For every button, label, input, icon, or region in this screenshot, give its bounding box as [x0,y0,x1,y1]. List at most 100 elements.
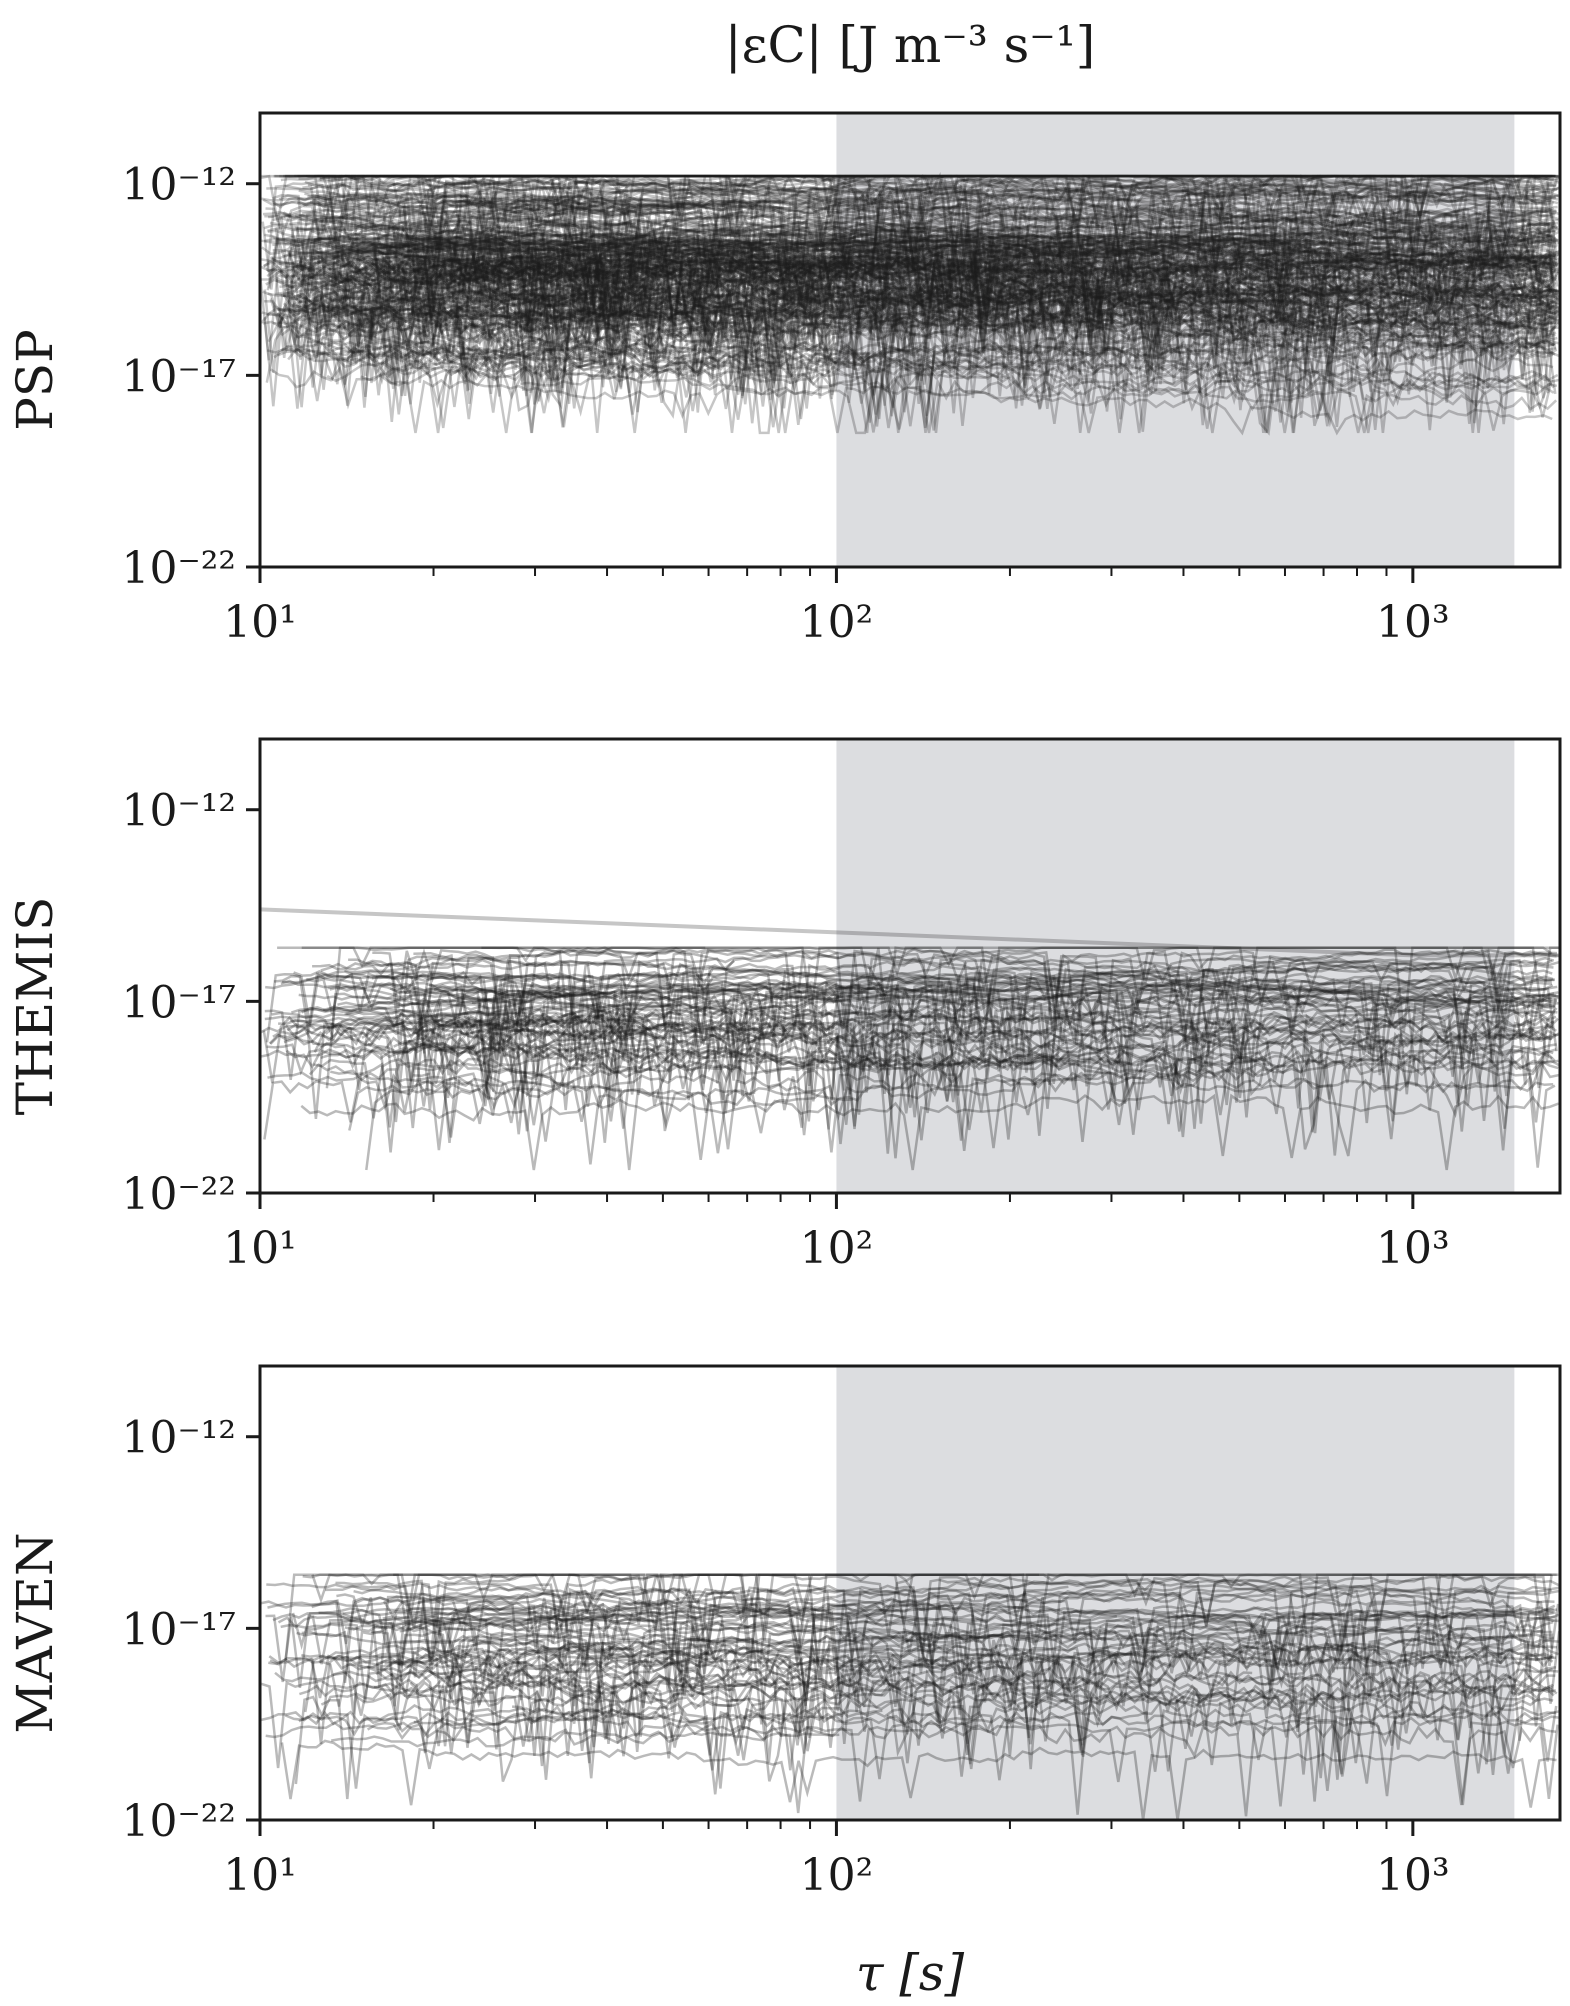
series-line [314,314,1555,417]
series-line [312,194,1554,300]
series-line [264,1015,1557,1132]
series-line [310,293,1553,392]
series-line [422,224,1552,328]
series-line [291,996,1558,1085]
series-line [428,1007,1558,1109]
series-line [333,236,1557,295]
series-line [314,174,1357,225]
series-line [306,327,1556,427]
series-line [301,1642,1267,1753]
series-line [348,954,1555,1050]
y-tick-label: 10⁻¹² [122,160,237,211]
series-line [285,1023,1552,1132]
series-line [531,208,1557,331]
series-line [261,199,1555,296]
series-line [487,1669,1556,1765]
series-line [364,204,1555,300]
series-line [293,970,553,1024]
series-line [512,1705,883,1746]
series-line [282,273,1379,370]
series-line [413,305,1560,418]
series-line [444,174,1558,292]
series-line [324,1006,1231,1091]
series-line [343,222,1558,328]
series-line [310,222,1353,301]
series-line [413,946,1559,1033]
series-line [261,264,1055,358]
series-line [263,300,1557,414]
series-line [307,174,1557,274]
series-line [306,231,1289,286]
series-line [265,273,1559,353]
shaded-region [836,1366,1515,1820]
series-line [331,253,1556,346]
series-line [378,304,1560,364]
series-line [358,248,1557,354]
series-line [305,174,1555,239]
series-line [263,214,738,257]
series-line [384,330,1557,398]
series-line [260,194,683,245]
series-line [334,205,1558,305]
series-line [294,1672,1554,1785]
series-line [287,277,1385,386]
series-line [294,292,1553,395]
series-line [325,1573,1557,1663]
series-line [263,237,1557,352]
series-line [260,174,1553,262]
series-line [263,1044,1557,1143]
series-line [266,251,1560,370]
series-line [282,211,1128,311]
series-line [295,197,589,313]
series-line [274,200,783,275]
series-line [277,1614,1554,1708]
series-line [342,284,1559,373]
series-line [382,1612,634,1654]
series-line [330,1040,1554,1153]
series-line [326,249,1560,341]
series-line [313,318,1556,423]
series-line [298,1696,1558,1784]
series-line [307,182,1558,289]
series-line [280,1739,1557,1820]
series-line [449,240,1183,346]
series-line [409,1669,1556,1802]
series-line [461,174,1556,227]
series-line [275,275,1559,373]
series-line [268,260,1553,361]
x-tick-label: 10² [800,597,874,648]
series-line [285,343,631,381]
series-line [322,233,1392,354]
series-line [295,282,1166,343]
series-line [266,179,1559,272]
series-line [296,199,1556,304]
series-line [367,998,678,1086]
series-line [430,244,1086,348]
series-line [267,302,1553,410]
series-line [272,1604,1118,1659]
series-line [262,183,772,281]
series-line [300,217,992,326]
series-line [332,225,1556,330]
series-line [430,258,1552,354]
series-line [380,261,1552,370]
series-line [428,981,1464,1039]
series-line [303,183,1553,287]
axes-frame [258,111,1562,569]
series-line [434,1611,1556,1697]
series-line [262,276,1556,372]
series-line [276,287,1554,392]
series-line [263,275,1558,398]
series-line [307,342,1299,434]
series-line [310,256,1560,331]
series-line [412,241,1559,314]
series-line [413,1707,1560,1797]
series-line [366,1717,1557,1817]
series-line [465,352,1560,434]
series-line [267,279,1560,386]
series-line [288,297,1358,402]
series-line [325,230,1558,333]
series-line [260,237,1554,339]
y-tick-label: 10⁻²² [122,543,237,594]
